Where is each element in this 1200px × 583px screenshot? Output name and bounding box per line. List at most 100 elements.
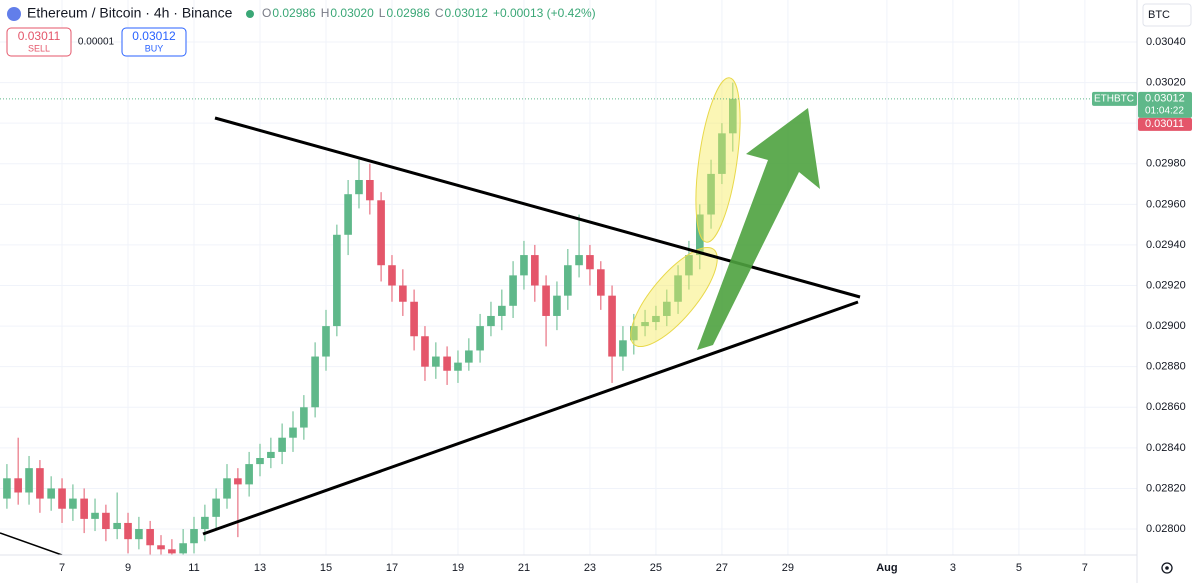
spread: 0.00001: [78, 37, 115, 48]
candle-body: [652, 315, 660, 323]
x-tick-label: 7: [59, 562, 65, 574]
buy-price[interactable]: 0.03012: [132, 29, 176, 43]
candle-body: [575, 255, 583, 266]
candle-body: [311, 356, 319, 408]
candle-body: [289, 427, 297, 438]
y-tick-label: 0.02940: [1146, 239, 1186, 251]
symbol-tag-box: [1092, 91, 1137, 106]
status-dot: [246, 10, 254, 18]
x-tick-label: 25: [650, 562, 662, 574]
candle-body: [454, 362, 462, 371]
y-tick-label: 0.02920: [1146, 279, 1186, 291]
buy-label[interactable]: BUY: [145, 43, 164, 53]
ohlc-legend: O 0.02986 H 0.03020 L 0.02986 C 0.03012: [262, 6, 488, 20]
candle-body: [91, 512, 99, 519]
sell-label[interactable]: SELL: [28, 43, 50, 53]
candle-body: [102, 512, 110, 530]
candle-body: [520, 255, 528, 276]
drawings: [0, 77, 861, 555]
candle-body: [597, 269, 605, 296]
sell-button[interactable]: [6, 27, 72, 57]
x-tick-label: Aug: [876, 562, 897, 574]
candle-body: [586, 255, 594, 270]
candle-body: [421, 336, 429, 367]
candle-body: [366, 179, 374, 201]
trend-line: [0, 532, 63, 555]
x-tick-label: 13: [254, 562, 266, 574]
candle-body: [542, 285, 550, 316]
candle-body: [190, 529, 198, 544]
candle-body: [58, 488, 66, 509]
settings-icon[interactable]: [1161, 562, 1173, 574]
y-tick-label: 0.03040: [1146, 36, 1186, 48]
candle-body: [377, 200, 385, 266]
candle-body: [278, 437, 286, 452]
highlight-ellipse: [630, 246, 718, 348]
y-tick-label: 0.02900: [1146, 320, 1186, 332]
candle-body: [14, 478, 22, 493]
candle-body: [531, 255, 539, 286]
candle-body: [685, 255, 693, 276]
y-tick-label: 0.02980: [1146, 158, 1186, 170]
candles: [3, 82, 737, 555]
y-tick-label: 0.02800: [1146, 523, 1186, 535]
candle-body: [223, 478, 231, 499]
y-tick-label: 0.02960: [1146, 198, 1186, 210]
y-tick-label: 0.02840: [1146, 442, 1186, 454]
x-tick-label: 9: [125, 562, 131, 574]
ohlc-label: O: [262, 6, 271, 20]
candle-body: [135, 529, 143, 540]
x-tick-label: 23: [584, 562, 596, 574]
x-tick-label: 19: [452, 562, 464, 574]
sell-price[interactable]: 0.03011: [18, 29, 61, 43]
x-tick-label: 27: [716, 562, 728, 574]
ohlc-value: 0.02986: [386, 6, 430, 20]
candle-body: [300, 407, 308, 428]
candle-body: [465, 350, 473, 363]
candle-body: [47, 488, 55, 499]
buy-button[interactable]: [121, 27, 187, 57]
x-tick-label: 17: [386, 562, 398, 574]
candle-body: [619, 340, 627, 357]
candle-body: [267, 451, 275, 459]
candle-body: [201, 516, 209, 530]
ohlc-value: 0.03020: [330, 6, 374, 20]
last-price-box: [1138, 91, 1192, 118]
bid-box: [1138, 117, 1192, 131]
candle-body: [80, 498, 88, 519]
ohlc-label: L: [379, 6, 386, 20]
trend-line: [202, 300, 859, 536]
candle-body: [179, 543, 187, 554]
candle-body: [509, 275, 517, 306]
candle-body: [707, 173, 715, 215]
currency[interactable]: BTC: [1148, 9, 1170, 21]
candle-body: [355, 179, 363, 195]
candle-body: [399, 285, 407, 302]
candle-body: [212, 498, 220, 517]
candle-body: [322, 326, 330, 357]
countdown: 01:04:22: [1145, 105, 1184, 116]
candle-body: [718, 133, 726, 174]
candle-body: [146, 529, 154, 546]
candle-body: [663, 301, 671, 316]
candle-body: [344, 194, 352, 235]
candle-body: [553, 295, 561, 316]
chart-title: Ethereum / Bitcoin · 4h · Binance: [27, 5, 233, 21]
settings-icon[interactable]: [1165, 566, 1169, 570]
candle-body: [608, 295, 616, 357]
x-tick-label: 3: [950, 562, 956, 574]
candle-body: [256, 458, 264, 465]
candle-body: [388, 265, 396, 286]
candle-body: [630, 326, 638, 341]
candle-body: [69, 498, 77, 509]
ohlc-value: 0.02986: [272, 6, 316, 20]
change: +0.00013 (+0.42%): [493, 6, 596, 20]
y-tick-label: 0.02820: [1146, 482, 1186, 494]
ohlc-label: H: [321, 6, 330, 20]
candle-body: [432, 356, 440, 367]
arrow: [697, 108, 820, 350]
candle-body: [25, 468, 33, 493]
currency-button[interactable]: [1142, 3, 1192, 27]
bid-price: 0.03011: [1145, 118, 1184, 130]
symbol-tag: ETHBTC: [1094, 93, 1134, 104]
